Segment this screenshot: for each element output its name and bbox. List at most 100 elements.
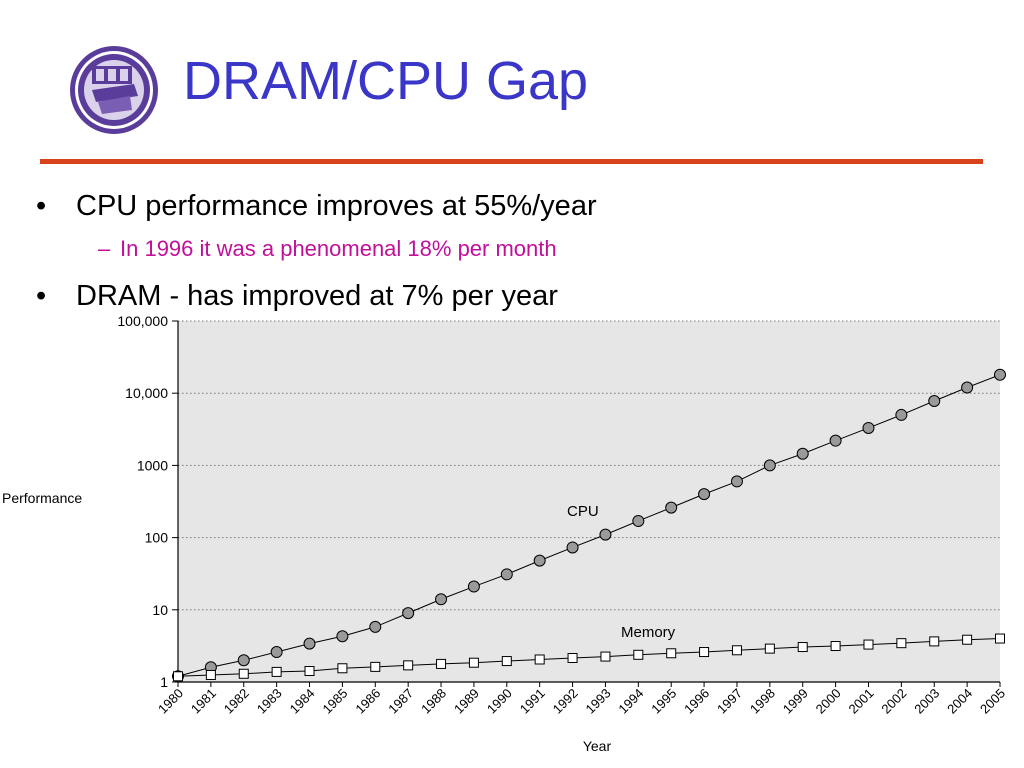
memory-data-point xyxy=(436,658,447,669)
cpu-data-point xyxy=(402,607,415,620)
x-tick-label: 2002 xyxy=(878,686,909,717)
series-label-memory: Memory xyxy=(621,624,676,641)
series-line-memory xyxy=(177,638,1001,677)
memory-data-point xyxy=(731,645,742,656)
memory-data-point xyxy=(271,666,282,677)
memory-data-point xyxy=(238,668,249,679)
cpu-data-point xyxy=(730,475,743,488)
memory-data-point xyxy=(403,660,414,671)
x-tick-label: 1987 xyxy=(385,686,416,717)
cpu-data-point xyxy=(829,434,842,447)
bullet-dram: • DRAM - has improved at 7% per year xyxy=(36,280,558,313)
cpu-data-point xyxy=(303,637,316,650)
x-tick-label: 1986 xyxy=(352,686,383,717)
y-tick-label: 10,000 xyxy=(125,385,168,401)
cpu-data-point xyxy=(994,368,1006,381)
sub-bullet-marker: – xyxy=(98,236,111,261)
x-tick-label: 1980 xyxy=(155,686,186,717)
x-tick-label: 1988 xyxy=(418,686,449,717)
y-tick-label: 100 xyxy=(145,530,169,546)
cpu-data-point xyxy=(698,488,711,501)
memory-data-point xyxy=(534,654,545,665)
x-tick-label: 2003 xyxy=(911,686,942,717)
x-tick-label: 2000 xyxy=(813,686,844,717)
x-axis-label: Year xyxy=(583,738,612,754)
plot-area xyxy=(178,321,1000,682)
cpu-data-point xyxy=(467,580,480,593)
cpu-data-point xyxy=(961,381,974,394)
series-label-cpu: CPU xyxy=(567,503,599,520)
x-tick-label: 2001 xyxy=(846,686,877,717)
x-tick-label: 2004 xyxy=(944,686,975,717)
x-tick-label: 1990 xyxy=(484,686,515,717)
axes xyxy=(172,320,1001,687)
x-tick-label: 1997 xyxy=(714,686,745,717)
memory-data-point xyxy=(205,670,216,681)
memory-data-point xyxy=(962,634,973,645)
cpu-data-point xyxy=(632,514,645,527)
bullet-marker: • xyxy=(36,190,47,222)
cpu-data-point xyxy=(435,593,448,606)
x-tick-label: 1983 xyxy=(254,686,285,717)
cpu-data-point xyxy=(500,568,513,581)
cpu-data-point xyxy=(336,630,349,643)
x-tick-label: 1999 xyxy=(780,686,811,717)
y-tick-label: 1000 xyxy=(137,457,168,473)
cpu-data-point xyxy=(369,620,382,633)
cpu-data-point xyxy=(895,408,908,421)
x-tick-label: 1992 xyxy=(550,686,581,717)
x-tick-label: 1993 xyxy=(583,686,614,717)
cpu-data-point xyxy=(599,528,612,541)
memory-data-point xyxy=(863,639,874,650)
x-tick-label: 2005 xyxy=(977,686,1008,717)
memory-data-point xyxy=(633,649,644,660)
x-tick-label: 1982 xyxy=(221,686,252,717)
x-tick-label: 1981 xyxy=(188,686,219,717)
memory-data-point xyxy=(501,656,512,667)
bullet-cpu: • CPU performance improves at 55%/year xyxy=(36,190,597,223)
y-tick-label: 1 xyxy=(160,674,168,690)
x-tick-label: 1985 xyxy=(319,686,350,717)
cpu-data-point xyxy=(533,554,546,567)
x-tick-label: 1989 xyxy=(451,686,482,717)
memory-data-point xyxy=(173,671,183,682)
cpu-data-point xyxy=(928,394,941,407)
cpu-data-point xyxy=(237,654,250,667)
x-tick-label: 1991 xyxy=(517,686,548,717)
sub-bullet-1996: – In 1996 it was a phenomenal 18% per mon… xyxy=(98,236,557,262)
x-tick-label: 1994 xyxy=(615,686,646,717)
cpu-data-point xyxy=(862,421,875,434)
cpu-data-point xyxy=(566,541,579,554)
university-seal-logo xyxy=(68,44,160,136)
memory-data-point xyxy=(764,643,775,654)
slide-title: DRAM/CPU Gap xyxy=(183,51,589,111)
memory-data-point xyxy=(567,652,578,663)
x-tick-label: 1984 xyxy=(287,686,318,717)
x-tick-label: 1998 xyxy=(747,686,778,717)
university-seal-icon xyxy=(70,46,158,134)
cpu-data-point xyxy=(665,501,678,514)
memory-data-point xyxy=(370,661,381,672)
memory-data-point xyxy=(468,657,479,668)
cpu-data-point xyxy=(796,447,809,460)
bullet-text: CPU performance improves at 55%/year xyxy=(76,190,597,222)
bullet-marker: • xyxy=(36,280,47,312)
memory-data-point xyxy=(797,642,808,653)
memory-data-point xyxy=(929,636,940,647)
y-tick-label: 100,000 xyxy=(117,313,168,329)
memory-data-point xyxy=(896,638,907,649)
memory-data-point xyxy=(337,663,348,674)
sub-bullet-text: In 1996 it was a phenomenal 18% per mont… xyxy=(120,236,557,261)
memory-data-point xyxy=(995,633,1005,644)
memory-data-point xyxy=(600,651,611,662)
memory-data-point xyxy=(666,648,677,659)
x-tick-label: 1995 xyxy=(648,686,679,717)
series-markers xyxy=(172,368,1006,683)
memory-data-point xyxy=(304,666,315,677)
y-tick-label: 10 xyxy=(152,602,168,618)
x-tick-label: 1996 xyxy=(681,686,712,717)
memory-data-point xyxy=(830,641,841,652)
memory-data-point xyxy=(699,647,710,658)
cpu-data-point xyxy=(763,459,776,472)
